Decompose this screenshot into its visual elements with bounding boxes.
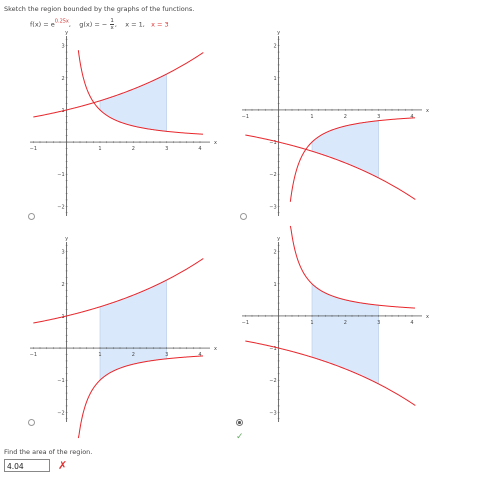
x-tick-label: 2 [344,320,347,326]
radio-option-c[interactable] [28,419,35,426]
y-tick-label: −2 [57,410,64,416]
radio-option-d[interactable] [236,419,243,426]
curve-g [77,355,204,439]
x-tick-label: 2 [344,114,347,120]
x-tick-label: 4 [410,320,413,326]
x-tick-label: 4 [198,352,201,358]
y-tick-label: −1 [269,140,276,146]
area-prompt: Find the area of the region. [4,448,93,456]
y-axis-label: y [65,30,68,36]
y-tick-label: −1 [57,378,64,384]
x-axis-label: x [426,314,429,320]
x-axis-label: x [214,140,217,146]
y-tick-label: 3 [61,44,64,50]
y-tick-label: −3 [269,204,276,210]
y-tick-label: −1 [269,346,276,352]
y-tick-label: 2 [273,250,276,256]
radio-option-b[interactable] [240,213,247,220]
curve-g [289,117,416,202]
x-axis-label: x [426,108,429,114]
x-tick-label: 1 [310,320,313,326]
curve-f [245,134,416,200]
x-tick-label: 2 [132,146,135,152]
y-tick-label: −2 [57,204,64,210]
x-tick-label: 3 [165,146,168,152]
curve-f [33,52,204,118]
y-axis-label: y [277,30,280,36]
x-tick-label: −1 [30,146,37,152]
x-tick-label: −1 [30,352,37,358]
x-tick-label: 1 [98,146,101,152]
x-tick-label: −1 [242,114,249,120]
x-tick-label: 1 [310,114,313,120]
radio-option-a[interactable] [28,213,35,220]
g-label: g(x) = − [79,20,108,29]
area-answer-input[interactable]: 4.04 [4,459,50,472]
x-axis-label: x [214,346,217,352]
question-text: Sketch the region bounded by the graphs … [4,5,195,13]
x-tick-label: 4 [410,114,413,120]
y-tick-label: −2 [269,172,276,178]
x-tick-label: −1 [242,320,249,326]
shaded-region [99,73,167,132]
curve-f [33,258,204,324]
line1-label: x = 1, [125,20,145,29]
x-tick-label: 1 [98,352,101,358]
f-exponent: 0.25x [54,18,69,25]
y-tick-label: −2 [269,378,276,384]
graph-option-d: −1 1 2 3 4 2 1 −1 −2 −3 y x [242,225,429,422]
y-tick-label: 1 [273,282,276,288]
y-axis-label: y [65,236,68,242]
y-tick-label: 2 [273,44,276,50]
y-tick-label: −1 [57,172,64,178]
f-label: f(x) = e [30,20,55,29]
line2-label: x = 3 [151,20,169,29]
x-tick-label: 3 [377,114,380,120]
curve-g [289,225,416,309]
x-tick-label: 3 [165,352,168,358]
y-tick-label: 2 [61,76,64,82]
shaded-region [311,120,379,179]
curve-f [245,340,416,406]
graph-option-b: −1 1 2 3 4 2 1 −1 −2 −3 y x [242,30,429,216]
y-tick-label: 2 [61,282,64,288]
y-tick-label: −3 [269,410,276,416]
checkmark-icon: ✓ [236,432,244,442]
curve-g [77,50,204,135]
x-tick-label: 4 [198,146,201,152]
x-tick-label: 2 [132,352,135,358]
incorrect-icon: ✗ [58,459,68,472]
x-tick-label: 3 [377,320,380,326]
y-tick-label: 1 [273,76,276,82]
y-axis-label: y [277,236,280,242]
y-tick-label: 3 [61,250,64,256]
